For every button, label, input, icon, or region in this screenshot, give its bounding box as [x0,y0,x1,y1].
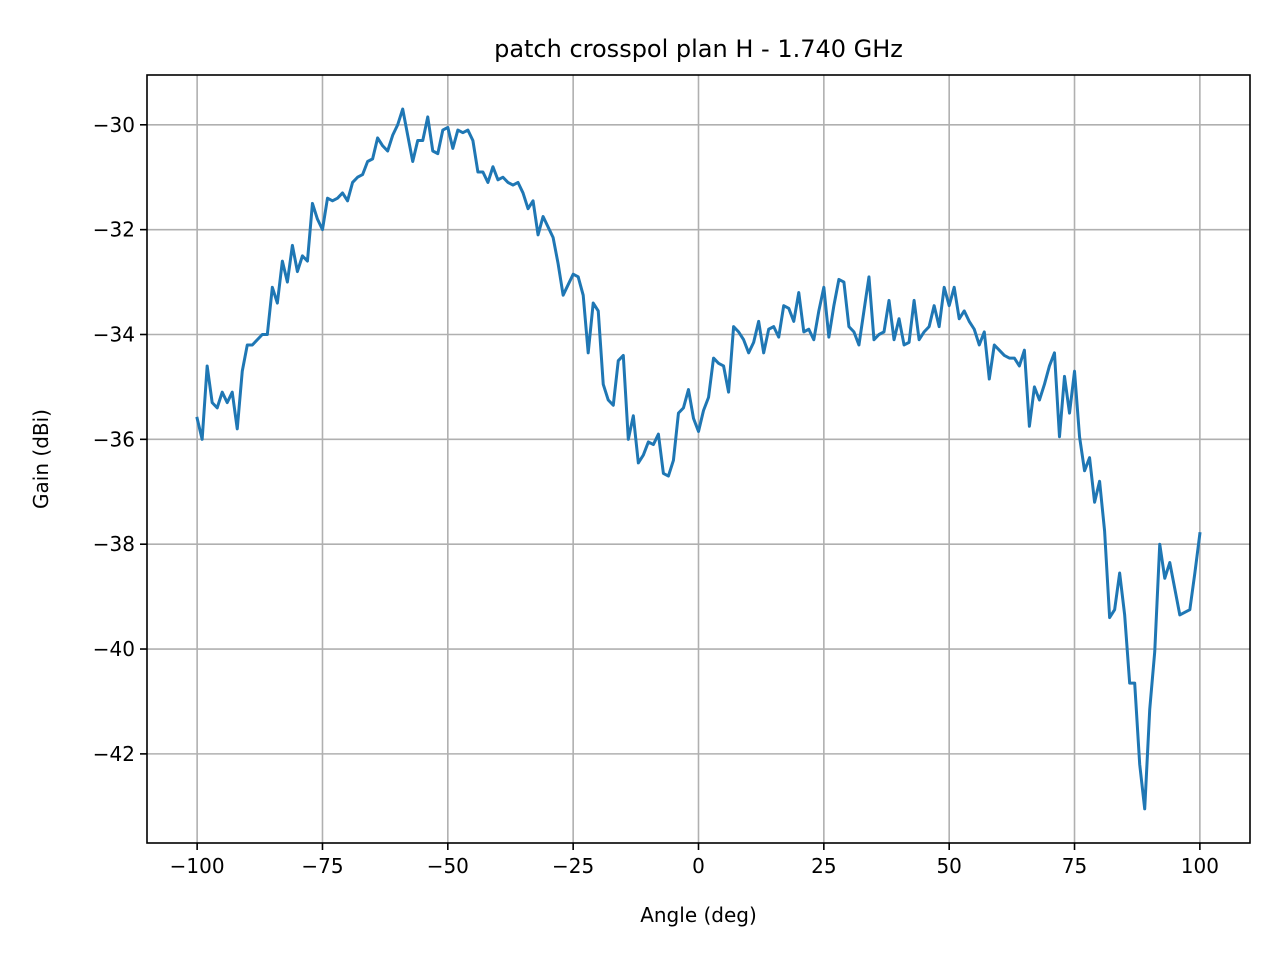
y-tick-label: −42 [93,742,135,766]
y-tick-label: −30 [93,113,135,137]
x-tick-label: 100 [1181,854,1219,878]
y-tick-label: −38 [93,532,135,556]
plot-area-frame [146,74,1251,844]
x-tick-label: 0 [692,854,705,878]
x-tick-label: 25 [811,854,836,878]
x-axis-label: Angle (deg) [640,903,757,927]
axis-ticks: −100 −75 −50 −25 0 25 50 75 100 −30 −32 −34 −36 −38 −4… [93,113,1219,878]
x-tick-label: −75 [301,854,343,878]
x-tick-label: −50 [427,854,469,878]
x-tick-label: 50 [936,854,961,878]
y-tick-label: −32 [93,218,135,242]
y-tick-label: −40 [93,637,135,661]
y-tick-label: −34 [93,322,135,346]
y-tick-label: −36 [93,427,135,451]
x-tick-label: 75 [1062,854,1087,878]
x-tick-label: −25 [552,854,594,878]
y-axis-label: Gain (dBi) [29,409,53,509]
series-line [195,107,1202,811]
x-tick-label: −100 [170,854,225,878]
grid-lines [147,75,1250,843]
chart-title: patch crosspol plan H - 1.740 GHz [494,35,903,63]
